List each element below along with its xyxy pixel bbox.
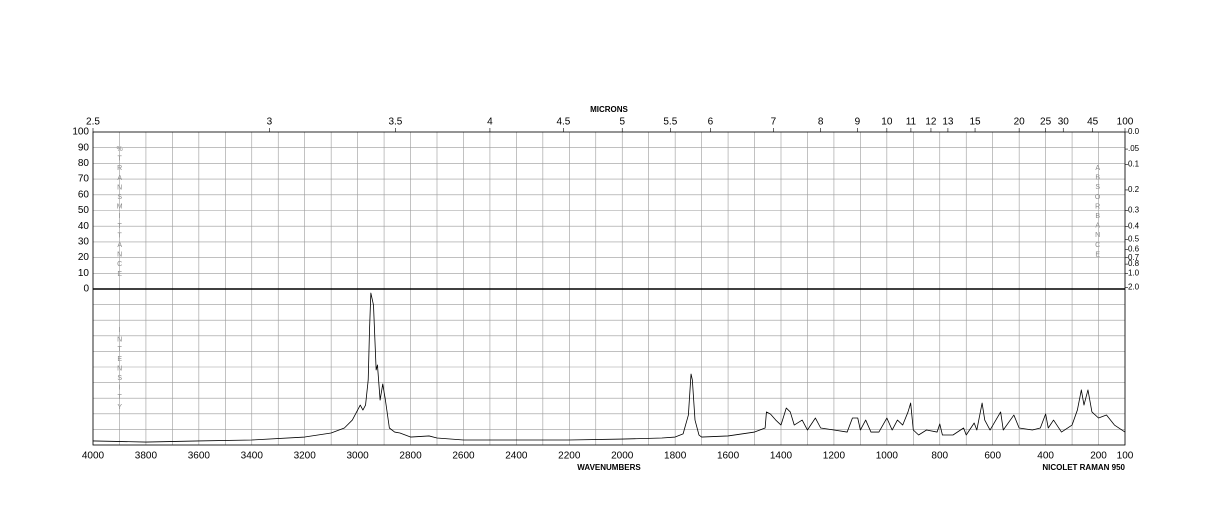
y-tick-label: 80 [78,158,90,169]
y2-tick-label: 0.8 [1128,259,1140,268]
top-tick-label: 30 [1058,117,1070,128]
top-tick-label: 2.5 [86,117,100,128]
y-tick-label: 100 [72,127,89,138]
y-tick-label: 70 [78,174,90,185]
top-axis-label: MICRONS [590,105,628,114]
top-tick-label: 9 [855,117,861,128]
instrument-label: NICOLET RAMAN 950 [1042,463,1125,472]
x-tick-label: 2200 [558,451,581,462]
y2-tick-label: 2.0 [1128,283,1140,292]
y2-tick-label: 0.4 [1128,222,1140,231]
x-tick-label: 400 [1037,451,1054,462]
top-tick-label: 20 [1014,117,1026,128]
y2-tick-label: 0.0 [1128,127,1140,136]
y2-tick-label: 1.0 [1128,268,1140,277]
x-tick-label: 3200 [294,451,317,462]
y2-tick-label: .05 [1128,144,1140,153]
y2-tick-label: 0.2 [1128,185,1140,194]
y-tick-label: 30 [78,237,90,248]
y-tick-label: 10 [78,268,90,279]
spectrum-line [92,292,1126,443]
top-tick-label: 6 [708,117,714,128]
x-tick-label: 3000 [346,451,369,462]
y-tick-label: 60 [78,189,90,200]
top-tick-label: 11 [906,117,917,128]
x-tick-label: 4000 [82,451,105,462]
x-tick-label: 2000 [611,451,634,462]
x-tick-label: 100 [1117,451,1134,462]
y2-tick-label: 0.7 [1128,253,1140,262]
y-tick-label: 40 [78,221,90,232]
y2-tick-label: 0.6 [1128,245,1140,254]
top-tick-label: 4.5 [556,117,570,128]
y-tick-label: 90 [78,142,90,153]
top-tick-label: 25 [1040,117,1052,128]
y2-tick-label: 0.5 [1128,234,1140,243]
x-tick-label: 2400 [505,451,528,462]
top-tick-label: 12 [925,117,937,128]
top-tick-label: 10 [881,117,893,128]
top-tick-label: 5.5 [663,117,677,128]
top-tick-label: 45 [1087,117,1099,128]
top-tick-label: 15 [969,117,981,128]
top-tick-label: 100 [1117,117,1134,128]
top-tick-label: 5 [619,117,625,128]
x-tick-label: 800 [931,451,948,462]
x-tick-label: 2600 [452,451,475,462]
x-tick-label: 200 [1090,451,1107,462]
x-tick-label: 1000 [876,451,899,462]
x-tick-label: 1400 [770,451,793,462]
y-tick-label: 50 [78,205,90,216]
x-tick-label: 3800 [135,451,158,462]
x-tick-label: 3600 [188,451,211,462]
y-tick-label: 20 [78,252,90,263]
top-tick-label: 4 [487,117,493,128]
top-tick-label: 8 [818,117,824,128]
x-tick-label: 600 [984,451,1001,462]
y2-tick-label: 0.3 [1128,205,1140,214]
absorbance-label: ABSORBANCE [1094,165,1101,261]
x-tick-label: 1200 [823,451,846,462]
x-tick-label: 3400 [241,451,264,462]
top-tick-label: 3 [267,117,273,128]
x-tick-label: 1600 [717,451,740,462]
y2-tick-label: 0.1 [1128,159,1140,168]
top-tick-label: 13 [942,117,954,128]
x-tick-label: 2800 [399,451,422,462]
x-tick-label: 1800 [664,451,687,462]
top-tick-label: 7 [771,117,777,128]
y-tick-label: 0 [83,284,89,295]
top-tick-label: 3.5 [388,117,402,128]
x-axis-label: WAVENUMBERS [577,463,641,472]
